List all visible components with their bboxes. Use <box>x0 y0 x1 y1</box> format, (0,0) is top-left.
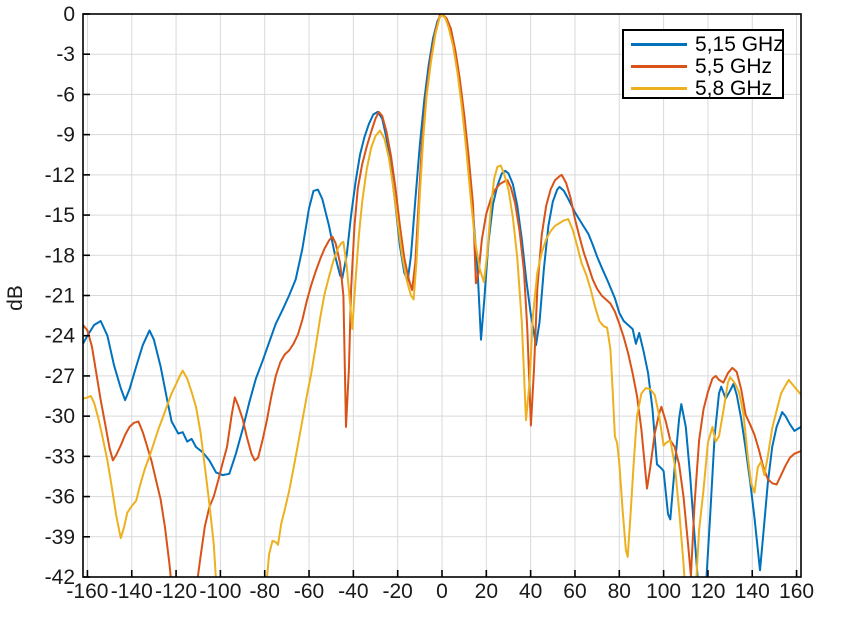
x-tick-label: -100 <box>199 580 241 603</box>
y-tick-label: -39 <box>45 526 75 549</box>
legend-item: 5,15 GHz <box>631 33 784 56</box>
x-tick-label: 0 <box>436 580 448 603</box>
legend-line-sample <box>631 87 687 90</box>
y-tick-label: 0 <box>63 3 75 26</box>
y-tick-label: -27 <box>45 365 75 388</box>
y-tick-label: -9 <box>56 124 75 147</box>
y-tick-label: -18 <box>45 244 75 267</box>
x-tick-label: 100 <box>646 580 681 603</box>
y-tick-label: -33 <box>45 445 75 468</box>
y-tick-label: -15 <box>45 204 75 227</box>
x-tick-label: 60 <box>563 580 586 603</box>
legend-item-label: 5,5 GHz <box>695 55 773 78</box>
y-tick-label: -6 <box>56 83 75 106</box>
y-tick-label: -42 <box>45 566 75 589</box>
x-tick-label: 140 <box>735 580 770 603</box>
legend: 5,15 GHz 5,5 GHz 5,8 GHz <box>622 29 784 99</box>
x-tick-label: 160 <box>779 580 814 603</box>
y-tick-label: -21 <box>45 285 75 308</box>
legend-item: 5,8 GHz <box>631 78 782 99</box>
x-tick-label: 80 <box>608 580 631 603</box>
x-tick-label: -80 <box>250 580 280 603</box>
y-axis-label: dB <box>4 285 27 311</box>
y-tick-label: -24 <box>45 325 76 348</box>
legend-line-sample <box>631 43 687 46</box>
x-tick-label: -20 <box>382 580 412 603</box>
x-tick-label: -40 <box>338 580 368 603</box>
x-tick-label: 20 <box>475 580 498 603</box>
y-tick-label: -30 <box>45 405 75 428</box>
y-tick-label: -12 <box>45 164 75 187</box>
x-tick-label: -60 <box>294 580 324 603</box>
x-tick-label: -120 <box>155 580 197 603</box>
y-tick-label: -36 <box>45 486 75 509</box>
x-tick-label: 40 <box>519 580 542 603</box>
y-tick-label: -3 <box>56 43 75 66</box>
legend-item-label: 5,8 GHz <box>695 77 773 100</box>
x-tick-label: -140 <box>111 580 153 603</box>
x-tick-label: -160 <box>66 580 108 603</box>
legend-line-sample <box>631 65 687 68</box>
legend-item: 5,5 GHz <box>631 56 782 77</box>
legend-item-label: 5,15 GHz <box>695 33 784 56</box>
x-tick-label: 120 <box>690 580 725 603</box>
